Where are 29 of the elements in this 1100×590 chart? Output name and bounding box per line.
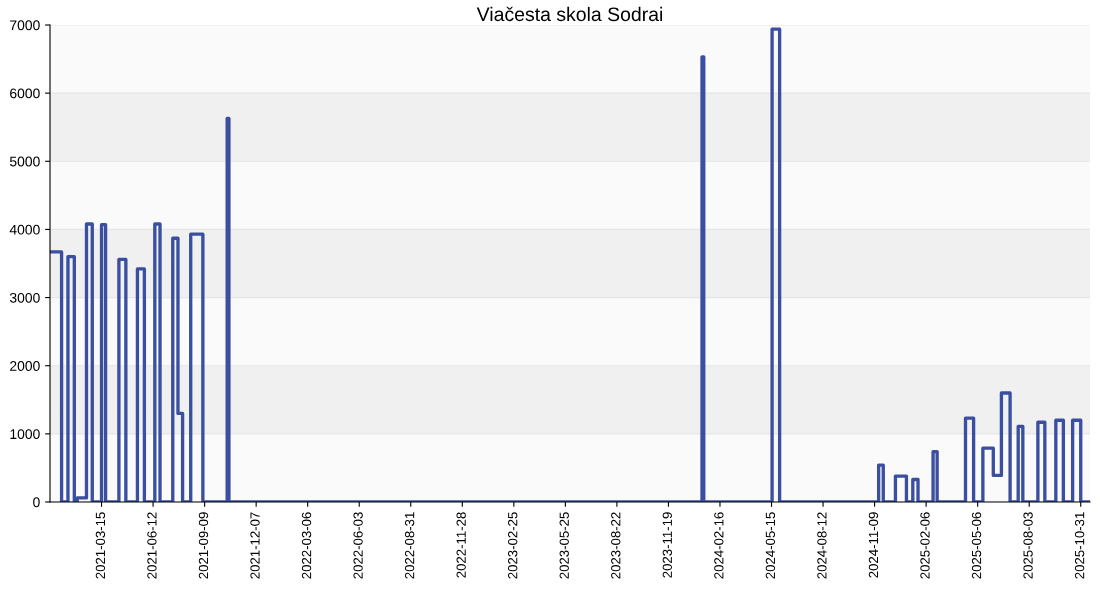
x-tick-label: 2025-10-31 [1074,512,1085,579]
x-tick-label: 2024-02-16 [714,512,724,579]
x-tick-label: 2021-06-12 [147,512,157,579]
x-tick-label: 2021-03-15 [95,512,106,579]
x-tick-label: 2022-06-03 [353,512,363,579]
y-tick-label: 2000 [10,361,40,371]
y-tick-label: 0 [33,497,40,508]
x-tick-label: 2025-02-06 [920,512,930,579]
x-tick-label: 2021-12-07 [250,512,260,579]
y-tick-label: 6000 [10,88,40,99]
x-tick-label: 2023-05-25 [559,512,569,579]
x-tick-label: 2022-11-28 [456,512,466,578]
x-tick-label: 2024-11-09 [868,512,879,578]
x-tick-label: 2024-05-15 [765,512,776,579]
x-tick-label: 2024-08-12 [817,512,827,579]
chart-title: Viačesta skola Sodrai [476,6,663,22]
y-tick-label: 7000 [10,20,40,31]
x-tick-label: 2025-08-03 [1023,512,1033,579]
x-tick-label: 2023-11-19 [662,512,672,578]
x-tick-label: 2022-08-31 [404,512,415,579]
y-tick-label: 5000 [9,156,40,167]
x-tick-label: 2021-09-09 [198,512,209,579]
x-tick-label: 2023-08-22 [611,512,621,579]
x-tick-label: 2023-02-25 [508,512,518,579]
x-tick-label: 2022-03-06 [301,512,312,579]
x-tick-label: 2025-05-06 [971,512,982,579]
y-tick-label: 1000 [10,429,40,440]
y-tick-label: 4000 [9,224,40,235]
y-tick-label: 3000 [9,292,40,303]
